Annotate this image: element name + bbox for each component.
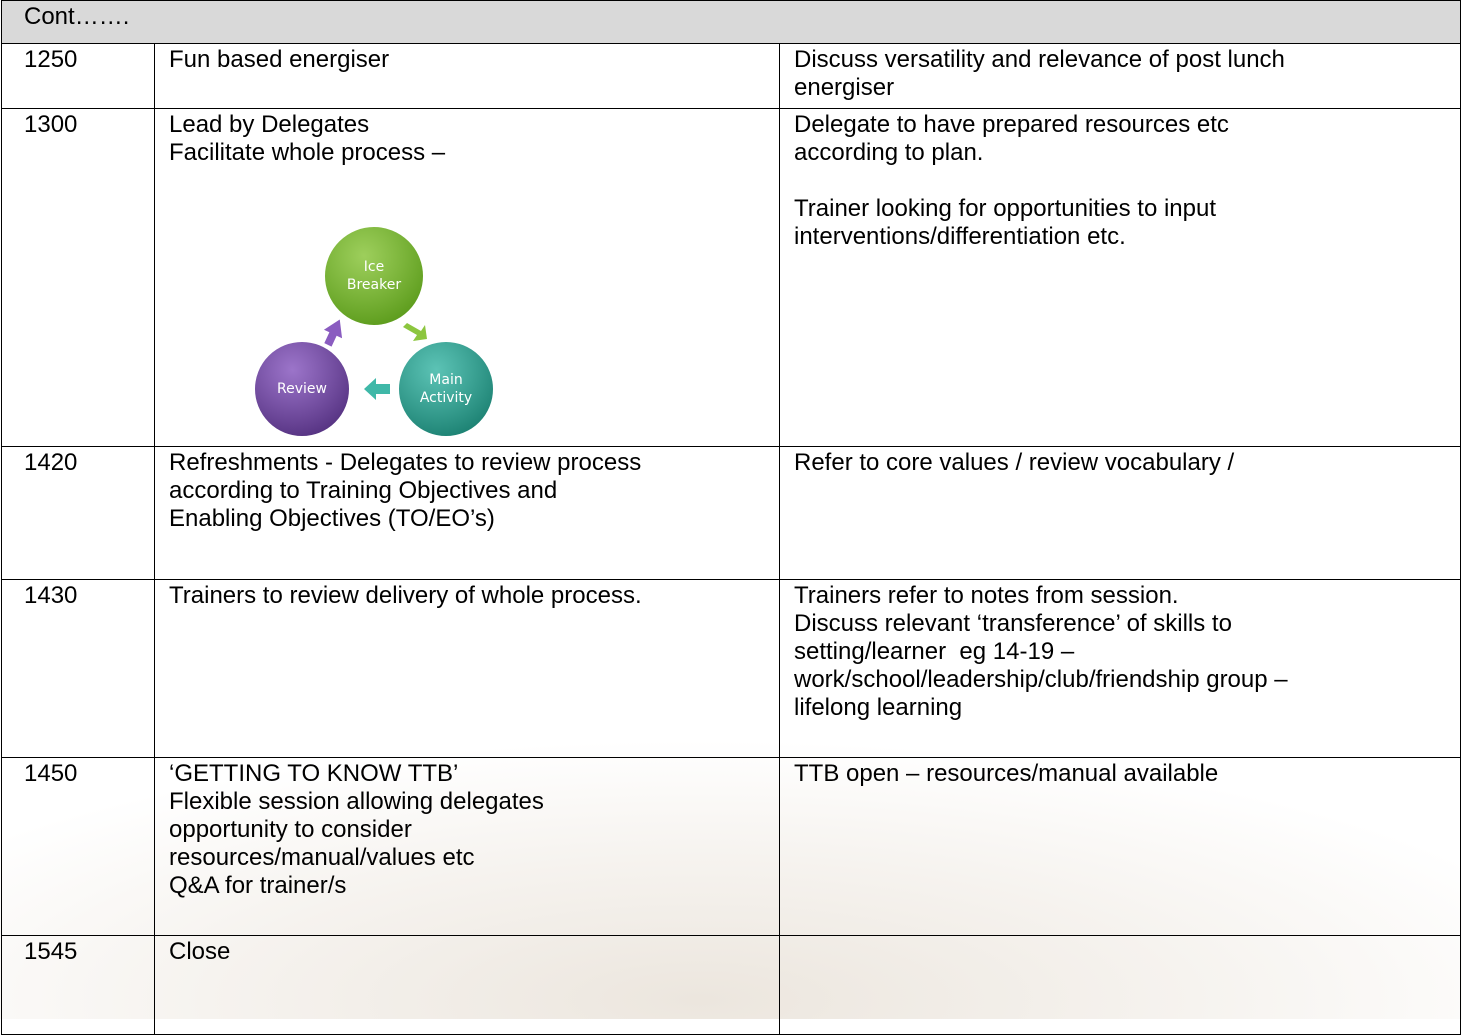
- node-label: Activity: [420, 390, 472, 406]
- table-row: 1250 Fun based energiser Discuss versatili…: [1, 43, 1462, 109]
- text-line: Fun based energiser: [169, 46, 390, 73]
- text-line: Trainers to review delivery of whole pro…: [169, 582, 642, 609]
- arrow: [323, 319, 343, 347]
- text-line: Facilitate whole process –: [169, 139, 446, 166]
- diagram-node: [253, 340, 351, 438]
- activity-cell: ‘GETTING TO KNOW TTB’ Flexible session al…: [154, 757, 780, 936]
- notes-cell: Delegate to have prepared resources etc a…: [778, 108, 1462, 447]
- text-line: resources/manual/values etc: [169, 844, 475, 871]
- paragraph: Delegate to have prepared resources etc a…: [794, 111, 1448, 167]
- time-cell: 1450: [1, 757, 155, 936]
- diagram-node: [397, 340, 495, 438]
- paragraph: Close: [169, 938, 767, 966]
- time-cell: 1430: [1, 579, 155, 758]
- text-line: Close: [169, 938, 231, 965]
- text-line: according to plan.: [794, 139, 984, 166]
- text-line: Refer to core values / review vocabulary…: [794, 449, 1235, 476]
- paragraph: Discuss versatility and relevance of pos…: [794, 46, 1448, 102]
- text-line: lifelong learning: [794, 694, 963, 721]
- text-line: TTB open – resources/manual available: [794, 760, 1219, 787]
- text-line: energiser: [794, 74, 895, 101]
- text-line: Trainer looking for opportunities to inp…: [794, 195, 1217, 222]
- table-row: 1430 Trainers to review delivery of whole…: [1, 579, 1462, 758]
- text-line: Delegate to have prepared resources etc: [794, 111, 1229, 138]
- table-row: 1545 Close: [1, 935, 1462, 1035]
- activity-cell: Close: [154, 935, 780, 1035]
- text-line: Refreshments - Delegates to review proce…: [169, 449, 642, 476]
- activity-cell: Fun based energiser: [154, 43, 780, 109]
- table-row: 1420 Refreshments - Delegates to review p…: [1, 446, 1462, 580]
- arrow: [364, 378, 390, 400]
- time-cell: 1250: [1, 43, 155, 109]
- text-line: interventions/differentiation etc.: [794, 223, 1126, 250]
- notes-cell: Trainers refer to notes from session. Dis…: [778, 579, 1462, 758]
- activity-cell: Lead by Delegates Facilitate whole proces…: [154, 108, 780, 447]
- node-label: Main: [429, 372, 462, 388]
- header-title: Cont…….: [0, 0, 1462, 44]
- time-cell: 1545: [1, 935, 155, 1035]
- text-line: Flexible session allowing delegates: [169, 788, 544, 815]
- time-cell: 1300: [1, 108, 155, 447]
- paragraph: Refer to core values / review vocabulary…: [794, 449, 1448, 477]
- node-label: Breaker: [347, 277, 401, 293]
- paragraph: Lead by Delegates Facilitate whole proces…: [169, 111, 767, 167]
- text-line: Trainers refer to notes from session.: [794, 582, 1179, 609]
- text-line: opportunity to consider: [169, 816, 412, 843]
- cycle-diagram: Ice Breaker Main Activity Review: [253, 225, 495, 438]
- text-line: Discuss versatility and relevance of pos…: [794, 46, 1285, 73]
- text-line: Discuss relevant ‘transference’ of skill…: [794, 610, 1232, 637]
- diagram-node: [323, 225, 425, 327]
- paragraph: Trainers refer to notes from session. Dis…: [794, 582, 1448, 722]
- text-line: ‘GETTING TO KNOW TTB’: [169, 760, 459, 787]
- text-line: work/school/leadership/club/friendship g…: [794, 666, 1288, 693]
- text-line: Enabling Objectives (TO/EO’s): [169, 505, 495, 532]
- table-row: 1300 Lead by Delegates Facilitate whole pr…: [1, 108, 1462, 447]
- time-cell: 1420: [1, 446, 155, 580]
- activity-cell: Trainers to review delivery of whole pro…: [154, 579, 780, 758]
- notes-cell: Refer to core values / review vocabulary…: [778, 446, 1462, 580]
- header-row: Cont…….: [0, 0, 1462, 44]
- notes-cell: [778, 935, 1462, 1035]
- node-label: Ice: [364, 259, 384, 275]
- paragraph: TTB open – resources/manual available: [794, 760, 1448, 788]
- paragraph: Refreshments - Delegates to review proce…: [169, 449, 767, 533]
- arrow: [403, 323, 427, 341]
- text-line: Q&A for trainer/s: [169, 872, 347, 899]
- text-line: according to Training Objectives and: [169, 477, 558, 504]
- activity-cell: Refreshments - Delegates to review proce…: [154, 446, 780, 580]
- notes-cell: TTB open – resources/manual available: [778, 757, 1462, 936]
- text-line: setting/learner eg 14-19 –: [794, 638, 1075, 665]
- paragraph: Trainers to review delivery of whole pro…: [169, 582, 767, 610]
- text-line: Lead by Delegates: [169, 111, 370, 138]
- table-row: 1450 ‘GETTING TO KNOW TTB’ Flexible sessio…: [1, 757, 1462, 936]
- node-label: Review: [277, 381, 327, 397]
- paragraph: Trainer looking for opportunities to inp…: [794, 195, 1448, 251]
- notes-cell: Discuss versatility and relevance of pos…: [778, 43, 1462, 109]
- paragraph: ‘GETTING TO KNOW TTB’ Flexible session al…: [169, 760, 767, 900]
- paragraph: Fun based energiser: [169, 46, 767, 74]
